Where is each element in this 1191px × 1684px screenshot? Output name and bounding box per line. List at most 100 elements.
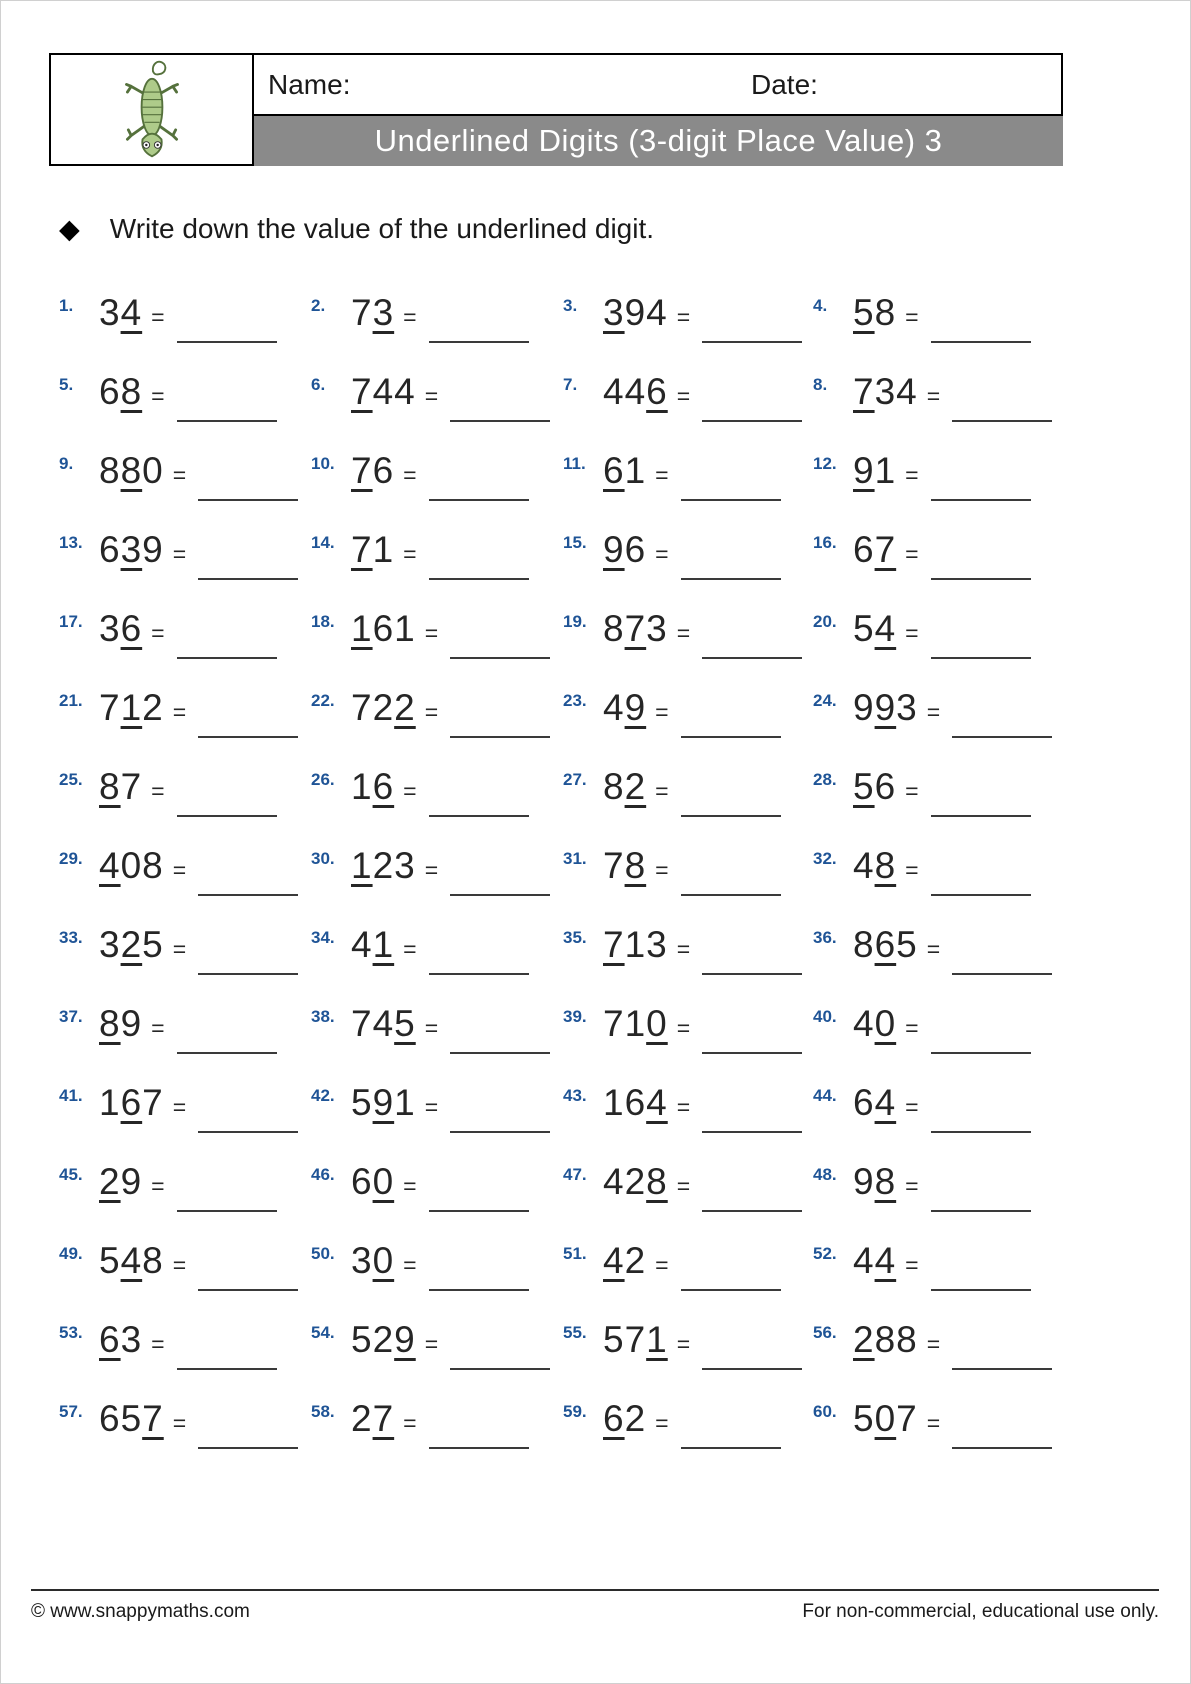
digit: 8 bbox=[603, 608, 625, 649]
digit: 5 bbox=[351, 1082, 373, 1123]
underlined-digit: 5 bbox=[394, 1003, 416, 1044]
equals-sign: = bbox=[926, 1331, 941, 1357]
answer-blank[interactable] bbox=[198, 847, 299, 896]
digit: 1 bbox=[394, 1082, 416, 1123]
answer-blank[interactable] bbox=[450, 610, 551, 659]
equals-sign: = bbox=[905, 1015, 919, 1041]
answer-blank[interactable] bbox=[680, 689, 781, 738]
equals-sign: = bbox=[403, 462, 417, 488]
problem-number: 3. bbox=[563, 296, 578, 315]
equals-sign: = bbox=[172, 1094, 187, 1120]
answer-blank[interactable] bbox=[428, 294, 529, 343]
underlined-digit: 7 bbox=[142, 1398, 164, 1439]
answer-blank[interactable] bbox=[680, 1242, 781, 1291]
answer-blank[interactable] bbox=[930, 1242, 1031, 1291]
answer-blank[interactable] bbox=[952, 1321, 1053, 1370]
problem-item: 57. 657 = bbox=[59, 1400, 311, 1479]
underlined-digit: 6 bbox=[99, 1319, 121, 1360]
underlined-digit: 1 bbox=[351, 845, 373, 886]
answer-blank[interactable] bbox=[702, 373, 803, 422]
answer-blank[interactable] bbox=[176, 294, 277, 343]
answer-blank[interactable] bbox=[428, 1163, 529, 1212]
problem-item: 42. 591 = bbox=[311, 1084, 563, 1163]
equals-sign: = bbox=[655, 462, 669, 488]
digit: 3 bbox=[394, 845, 416, 886]
answer-blank[interactable] bbox=[930, 452, 1031, 501]
answer-blank[interactable] bbox=[428, 1400, 529, 1449]
answer-blank[interactable] bbox=[930, 1084, 1031, 1133]
answer-blank[interactable] bbox=[198, 531, 299, 580]
equals-sign: = bbox=[151, 383, 165, 409]
answer-blank[interactable] bbox=[450, 847, 551, 896]
equals-sign: = bbox=[926, 383, 941, 409]
digit: 2 bbox=[372, 1319, 395, 1360]
problem-value: 78 bbox=[603, 847, 646, 884]
problem-number: 8. bbox=[813, 375, 828, 394]
answer-blank[interactable] bbox=[680, 847, 781, 896]
underlined-digit: 9 bbox=[853, 450, 875, 491]
answer-blank[interactable] bbox=[702, 1084, 803, 1133]
problem-number: 20. bbox=[813, 612, 837, 631]
problem-item: 18. 161 = bbox=[311, 610, 563, 689]
problem-item: 54. 529 = bbox=[311, 1321, 563, 1400]
answer-blank[interactable] bbox=[930, 1163, 1031, 1212]
answer-blank[interactable] bbox=[450, 689, 551, 738]
answer-blank[interactable] bbox=[198, 1400, 299, 1449]
answer-blank[interactable] bbox=[930, 294, 1031, 343]
equals-sign: = bbox=[905, 1094, 919, 1120]
problem-value: 44 bbox=[853, 1242, 896, 1279]
answer-blank[interactable] bbox=[450, 1005, 551, 1054]
answer-blank[interactable] bbox=[198, 1242, 299, 1291]
problem-number: 24. bbox=[813, 691, 837, 710]
answer-blank[interactable] bbox=[702, 610, 803, 659]
answer-blank[interactable] bbox=[428, 768, 529, 817]
underlined-digit: 2 bbox=[394, 687, 416, 728]
answer-blank[interactable] bbox=[702, 1163, 803, 1212]
answer-blank[interactable] bbox=[176, 610, 277, 659]
underlined-digit: 7 bbox=[372, 1398, 395, 1439]
answer-blank[interactable] bbox=[952, 373, 1053, 422]
answer-blank[interactable] bbox=[702, 294, 803, 343]
answer-blank[interactable] bbox=[198, 926, 299, 975]
answer-blank[interactable] bbox=[450, 1321, 551, 1370]
answer-blank[interactable] bbox=[428, 1242, 529, 1291]
answer-blank[interactable] bbox=[930, 531, 1031, 580]
answer-blank[interactable] bbox=[176, 1005, 277, 1054]
answer-blank[interactable] bbox=[198, 689, 299, 738]
answer-blank[interactable] bbox=[176, 373, 277, 422]
problem-number: 23. bbox=[563, 691, 587, 710]
answer-blank[interactable] bbox=[680, 1400, 781, 1449]
equals-sign: = bbox=[424, 383, 439, 409]
answer-blank[interactable] bbox=[176, 1163, 277, 1212]
answer-blank[interactable] bbox=[702, 1005, 803, 1054]
answer-blank[interactable] bbox=[198, 452, 299, 501]
answer-blank[interactable] bbox=[428, 452, 529, 501]
digit: 1 bbox=[394, 608, 416, 649]
answer-blank[interactable] bbox=[450, 373, 551, 422]
problem-value: 865 bbox=[853, 926, 918, 963]
answer-blank[interactable] bbox=[198, 1084, 299, 1133]
answer-blank[interactable] bbox=[702, 926, 803, 975]
digit: 5 bbox=[99, 1240, 121, 1281]
answer-blank[interactable] bbox=[428, 926, 529, 975]
answer-blank[interactable] bbox=[450, 1084, 551, 1133]
answer-blank[interactable] bbox=[952, 926, 1053, 975]
answer-blank[interactable] bbox=[930, 768, 1031, 817]
answer-blank[interactable] bbox=[680, 531, 781, 580]
answer-blank[interactable] bbox=[176, 1321, 277, 1370]
equals-sign: = bbox=[905, 462, 919, 488]
problem-value: 68 bbox=[99, 373, 142, 410]
answer-blank[interactable] bbox=[428, 531, 529, 580]
answer-blank[interactable] bbox=[680, 768, 781, 817]
answer-blank[interactable] bbox=[176, 768, 277, 817]
answer-blank[interactable] bbox=[952, 689, 1053, 738]
answer-blank[interactable] bbox=[952, 1400, 1053, 1449]
answer-blank[interactable] bbox=[930, 1005, 1031, 1054]
answer-blank[interactable] bbox=[680, 452, 781, 501]
answer-blank[interactable] bbox=[930, 847, 1031, 896]
underlined-digit: 8 bbox=[874, 845, 897, 886]
answer-blank[interactable] bbox=[930, 610, 1031, 659]
answer-blank[interactable] bbox=[702, 1321, 803, 1370]
problem-value: 98 bbox=[853, 1163, 896, 1200]
